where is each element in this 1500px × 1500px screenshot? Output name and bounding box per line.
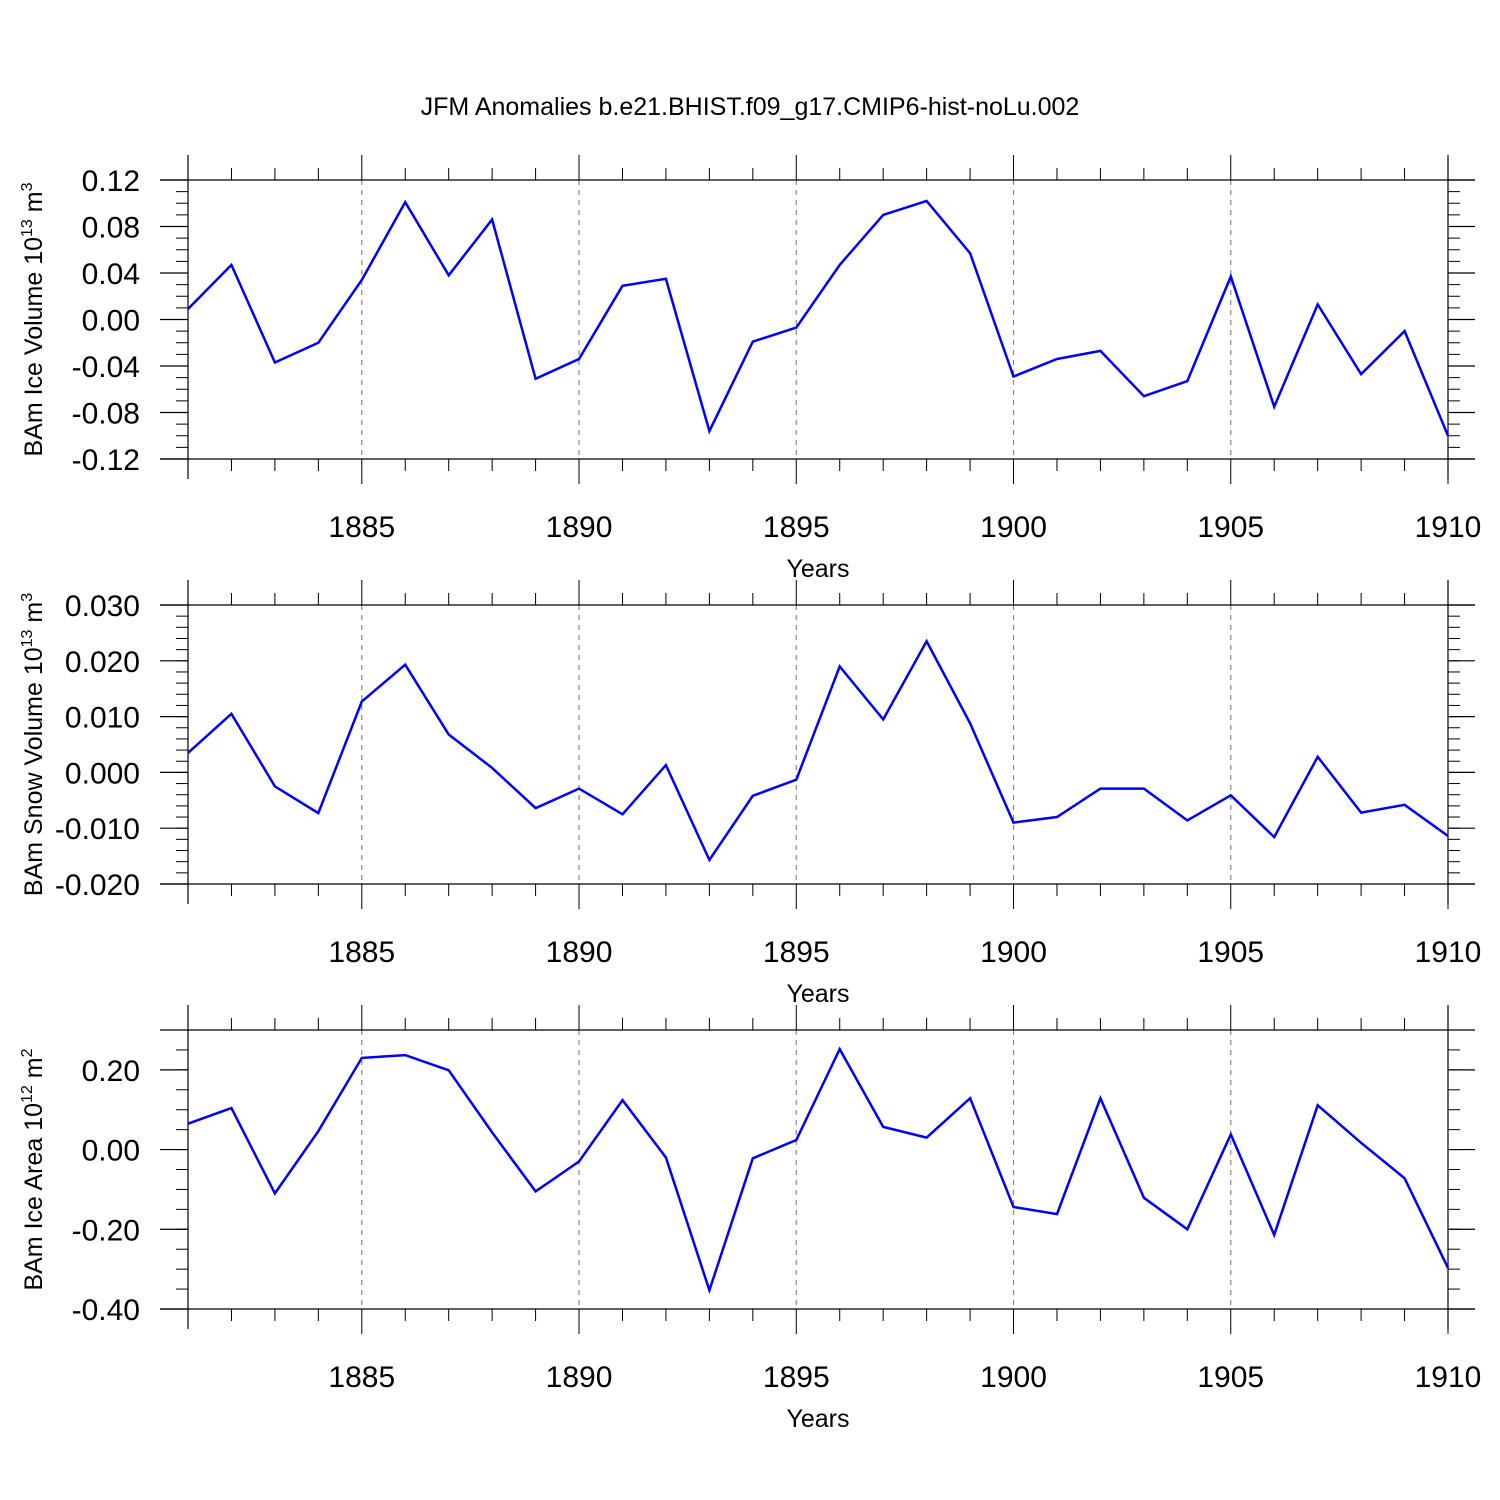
- x-tick-label: 1890: [546, 936, 613, 969]
- y-tick-label: -0.08: [72, 398, 140, 431]
- y-tick-label: -0.12: [72, 444, 140, 477]
- chart-panels: -0.12 -0.08 -0.04 0.00 0.04 0.08 0.12 1885 1890 1…: [19, 155, 1481, 1433]
- y-tick-label: 0.010: [65, 702, 140, 735]
- y-tick-label: 0.000: [65, 757, 140, 790]
- series-line: [187, 638, 1449, 863]
- y-tick-label: -0.40: [72, 1294, 140, 1327]
- x-tick-label: 1900: [980, 1361, 1047, 1394]
- x-tick-label: 1885: [328, 936, 395, 969]
- x-tick-label: 1905: [1197, 936, 1264, 969]
- x-tick-label: 1900: [980, 936, 1047, 969]
- y-axis-title: BAm Ice Volume 1013 m3: [19, 182, 48, 456]
- series-line: [187, 1046, 1450, 1295]
- y-tick-label: 0.04: [82, 258, 140, 291]
- figure-title: JFM Anomalies b.e21.BHIST.f09_g17.CMIP6-…: [421, 93, 1080, 121]
- x-tick-label: 1910: [1415, 511, 1482, 544]
- chart-panel-1: -0.12 -0.08 -0.04 0.00 0.04 0.08 0.12 1885 1890 1…: [19, 155, 1481, 583]
- y-tick-label: 0.12: [82, 165, 140, 198]
- x-tick-label: 1895: [763, 936, 830, 969]
- y-tick-label: -0.20: [72, 1214, 140, 1247]
- y-tick-label: 0.00: [82, 305, 140, 338]
- chart-panel-2: -0.020 -0.010 0.000 0.010 0.020 0.030 1885 1890…: [19, 580, 1481, 1008]
- x-tick-label: 1890: [546, 511, 613, 544]
- y-tick-label: -0.020: [55, 869, 140, 902]
- x-tick-label: 1905: [1197, 511, 1264, 544]
- x-tick-label: 1905: [1197, 1361, 1264, 1394]
- x-tick-label: 1910: [1415, 936, 1482, 969]
- x-axis-title: Years: [786, 980, 849, 1008]
- x-axis-title: Years: [786, 555, 849, 583]
- x-tick-label: 1910: [1415, 1361, 1482, 1394]
- y-axis-title: BAm Snow Volume 1013 m3: [19, 593, 48, 896]
- x-axis-title: Years: [786, 1405, 849, 1433]
- x-tick-label: 1890: [546, 1361, 613, 1394]
- x-tick-label: 1885: [328, 511, 395, 544]
- y-tick-label: 0.020: [65, 646, 140, 679]
- y-axis-title: BAm Ice Area 1012 m2: [19, 1048, 48, 1290]
- y-tick-label: 0.030: [65, 590, 140, 623]
- x-tick-label: 1900: [980, 511, 1047, 544]
- x-tick-label: 1895: [763, 511, 830, 544]
- series-line: [187, 199, 1450, 437]
- y-tick-label: -0.04: [72, 351, 140, 384]
- x-tick-label: 1885: [328, 1361, 395, 1394]
- chart-panel-3: -0.40 -0.20 0.00 0.20 1885 1890 1895 1900 1905 19…: [19, 1005, 1481, 1433]
- y-tick-label: 0.20: [82, 1055, 140, 1088]
- y-tick-label: -0.010: [55, 813, 140, 846]
- y-tick-label: 0.00: [82, 1135, 140, 1168]
- x-tick-label: 1895: [763, 1361, 830, 1394]
- y-tick-label: 0.08: [82, 212, 140, 245]
